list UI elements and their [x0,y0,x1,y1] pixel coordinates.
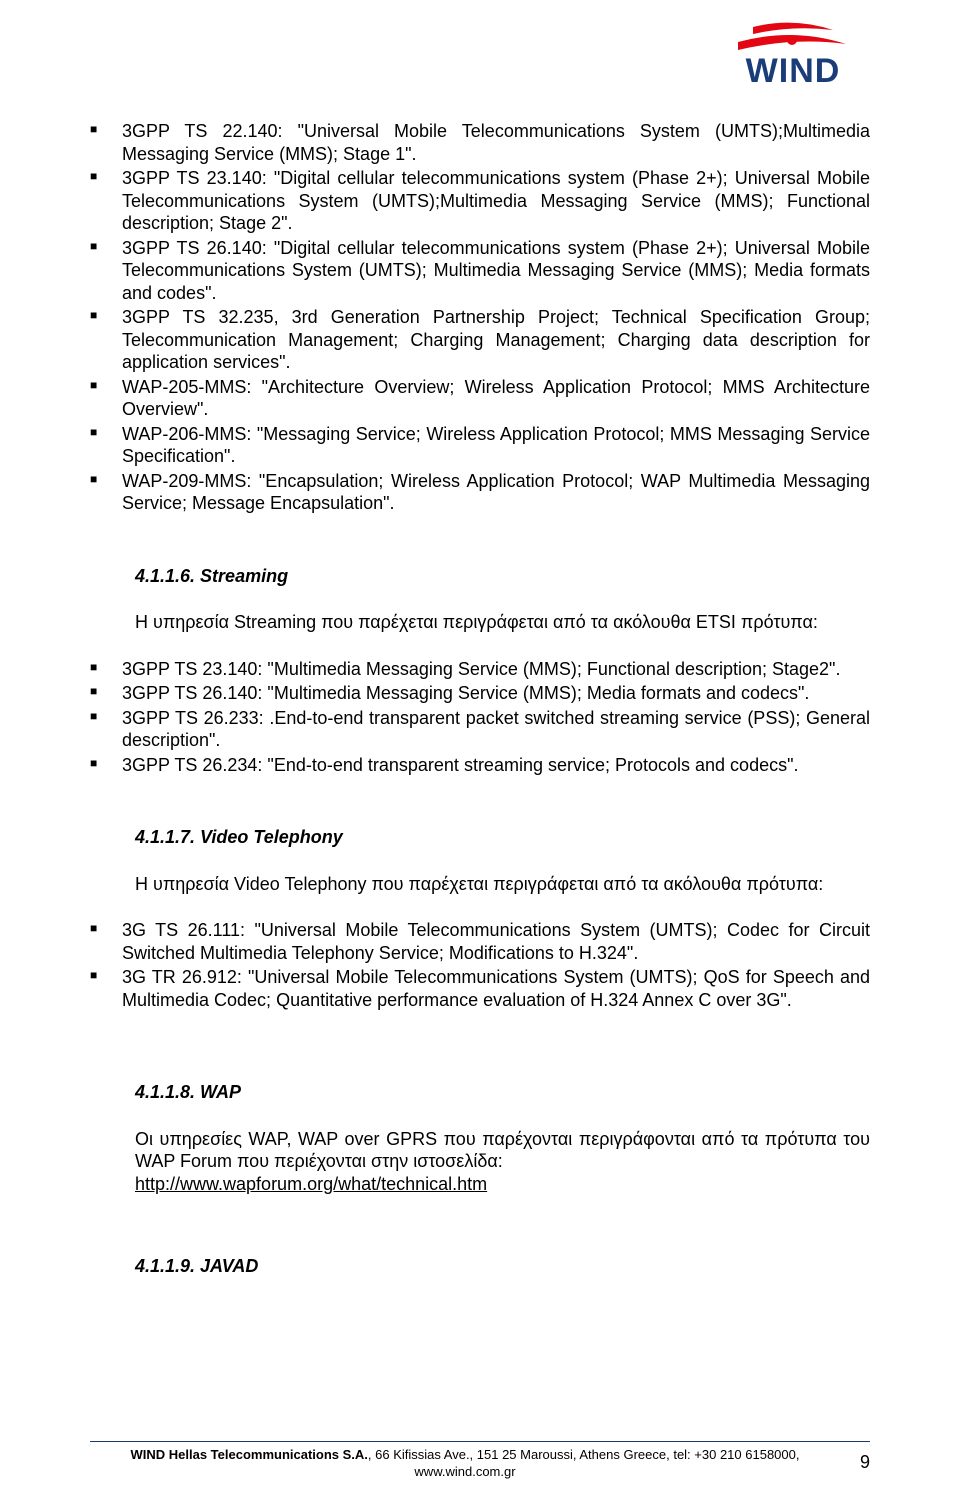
list-item: 3GPP TS 32.235, 3rd Generation Partnersh… [90,306,870,374]
list-item: WAP-205-MMS: "Architecture Overview; Wir… [90,376,870,421]
list-item: WAP-206-MMS: "Messaging Service; Wireles… [90,423,870,468]
list-item: 3GPP TS 26.234: "End-to-end transparent … [90,754,870,777]
wap-text: Οι υπηρεσίες WAP, WAP over GPRS που παρέ… [135,1129,870,1172]
intro-streaming: Η υπηρεσία Streaming που παρέχεται περιγ… [135,611,870,634]
spec-list-1: 3GPP TS 22.140: "Universal Mobile Teleco… [90,120,870,515]
spec-list-3: 3G TS 26.111: "Universal Mobile Telecomm… [90,919,870,1011]
heading-streaming: 4.1.1.6. Streaming [135,565,870,588]
list-item: WAP-209-MMS: "Encapsulation; Wireless Ap… [90,470,870,515]
footer-address: , 66 Kifissias Ave., 151 25 Maroussi, At… [368,1447,800,1462]
wap-paragraph: Οι υπηρεσίες WAP, WAP over GPRS που παρέ… [135,1128,870,1196]
list-item: 3GPP TS 26.140: "Multimedia Messaging Se… [90,682,870,705]
footer-text: WIND Hellas Telecommunications S.A., 66 … [90,1446,840,1481]
list-item: 3GPP TS 26.233: .End-to-end transparent … [90,707,870,752]
list-item: 3GPP TS 22.140: "Universal Mobile Teleco… [90,120,870,165]
list-item: 3GPP TS 26.140: "Digital cellular teleco… [90,237,870,305]
heading-video: 4.1.1.7. Video Telephony [135,826,870,849]
heading-wap: 4.1.1.8. WAP [135,1081,870,1104]
page-footer: WIND Hellas Telecommunications S.A., 66 … [90,1441,870,1481]
heading-javad: 4.1.1.9. JAVAD [135,1255,870,1278]
footer-company: WIND Hellas Telecommunications S.A. [130,1447,367,1462]
page-number: 9 [840,1446,870,1473]
spec-list-2: 3GPP TS 23.140: "Multimedia Messaging Se… [90,658,870,777]
list-item: 3G TS 26.111: "Universal Mobile Telecomm… [90,919,870,964]
list-item: 3GPP TS 23.140: "Digital cellular teleco… [90,167,870,235]
intro-video: Η υπηρεσία Video Telephony που παρέχεται… [135,873,870,896]
wind-logo: WIND [718,22,868,92]
wap-link[interactable]: http://www.wapforum.org/what/technical.h… [135,1174,487,1194]
footer-url: www.wind.com.gr [414,1464,515,1479]
list-item: 3GPP TS 23.140: "Multimedia Messaging Se… [90,658,870,681]
svg-text:WIND: WIND [746,52,841,90]
document-content: 3GPP TS 22.140: "Universal Mobile Teleco… [90,30,870,1278]
list-item: 3G TR 26.912: "Universal Mobile Telecomm… [90,966,870,1011]
